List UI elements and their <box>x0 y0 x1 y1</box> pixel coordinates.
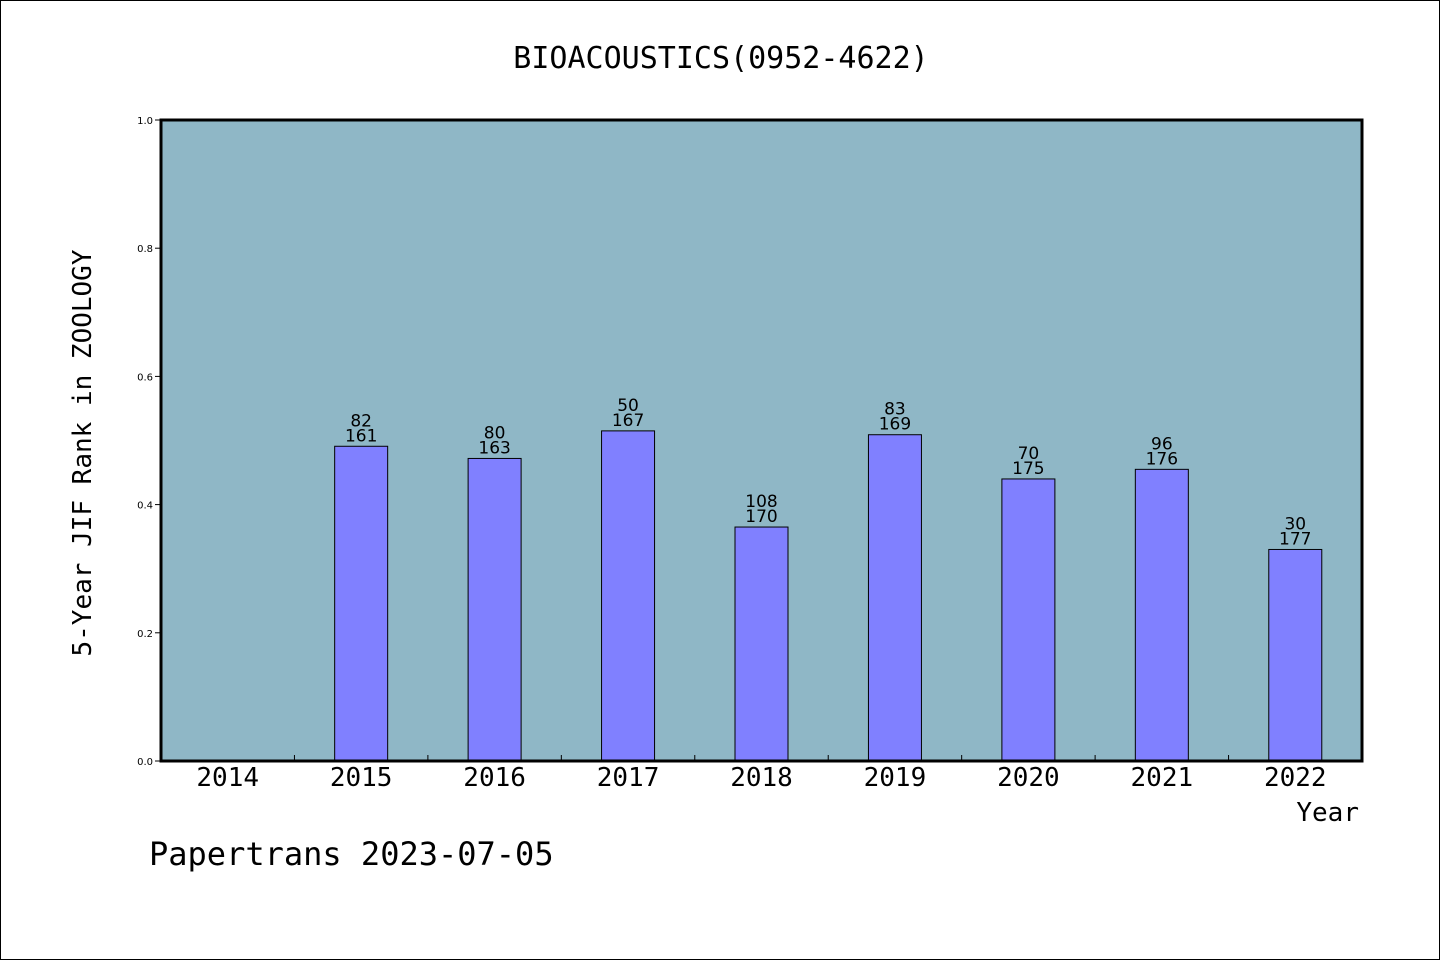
y-tick-label: 0.2 <box>137 629 153 640</box>
x-tick-label: 2015 <box>330 763 393 793</box>
bar-2016 <box>467 457 522 762</box>
x-tick-label: 2014 <box>196 763 259 793</box>
footer-credit: Papertrans 2023-07-05 <box>149 835 554 873</box>
bar-rank-label: 108 <box>745 492 777 512</box>
bar-2017 <box>601 430 656 762</box>
chart-title: BIOACOUSTICS(0952-4622) <box>513 41 928 76</box>
bar-2019 <box>867 434 922 762</box>
y-tick-label: 1.0 <box>137 116 153 127</box>
bar-2021 <box>1134 468 1189 762</box>
bar-rank-label: 30 <box>1284 514 1306 534</box>
plot-frame <box>159 118 1364 763</box>
bar-total-label: 177 <box>1279 529 1311 549</box>
x-tick-label: 2017 <box>597 763 660 793</box>
bar-2022 <box>1268 548 1323 762</box>
bar-rank-label: 83 <box>884 400 906 420</box>
bar-total-label: 167 <box>612 411 644 431</box>
bar-total-label: 175 <box>1012 459 1044 479</box>
x-tick-label: 2018 <box>730 763 793 793</box>
x-tick-label: 2021 <box>1131 763 1194 793</box>
bar-2020 <box>1001 478 1056 762</box>
x-tick-label: 2019 <box>864 763 927 793</box>
bar-total-label: 169 <box>879 415 911 435</box>
bar-total-label: 161 <box>345 426 377 446</box>
x-tick-label: 2016 <box>463 763 526 793</box>
y-axis-ticks: 0.0 0.2 0.4 0.6 0.8 1.0 <box>137 116 161 768</box>
bar-rank-label: 80 <box>484 423 506 443</box>
x-axis-label: Year <box>1296 798 1359 828</box>
bar-total-label: 163 <box>478 438 510 458</box>
bar-rank-label: 50 <box>617 396 639 416</box>
y-tick-label: 0.6 <box>137 372 153 383</box>
x-tick-label: 2022 <box>1264 763 1327 793</box>
x-tick-label: 2020 <box>997 763 1060 793</box>
x-axis-ticks: 2014 2015 2016 2017 2018 2019 2020 2021 2022 <box>196 755 1327 793</box>
y-tick-label: 0.4 <box>137 501 153 512</box>
bar-total-label: 176 <box>1146 449 1178 469</box>
bar-rank-label: 96 <box>1151 434 1173 454</box>
bar-rank-label: 82 <box>350 411 372 431</box>
bars-layer <box>334 430 1323 762</box>
bar-2018 <box>734 526 789 762</box>
bar-rank-label: 70 <box>1018 444 1040 464</box>
y-axis-label: 5-Year JIF Rank in ZOOLOGY <box>68 249 98 656</box>
bar-total-label: 170 <box>745 507 777 527</box>
y-tick-label: 0.8 <box>137 244 153 255</box>
bar-2015 <box>334 445 389 762</box>
y-tick-label: 0.0 <box>137 757 153 768</box>
